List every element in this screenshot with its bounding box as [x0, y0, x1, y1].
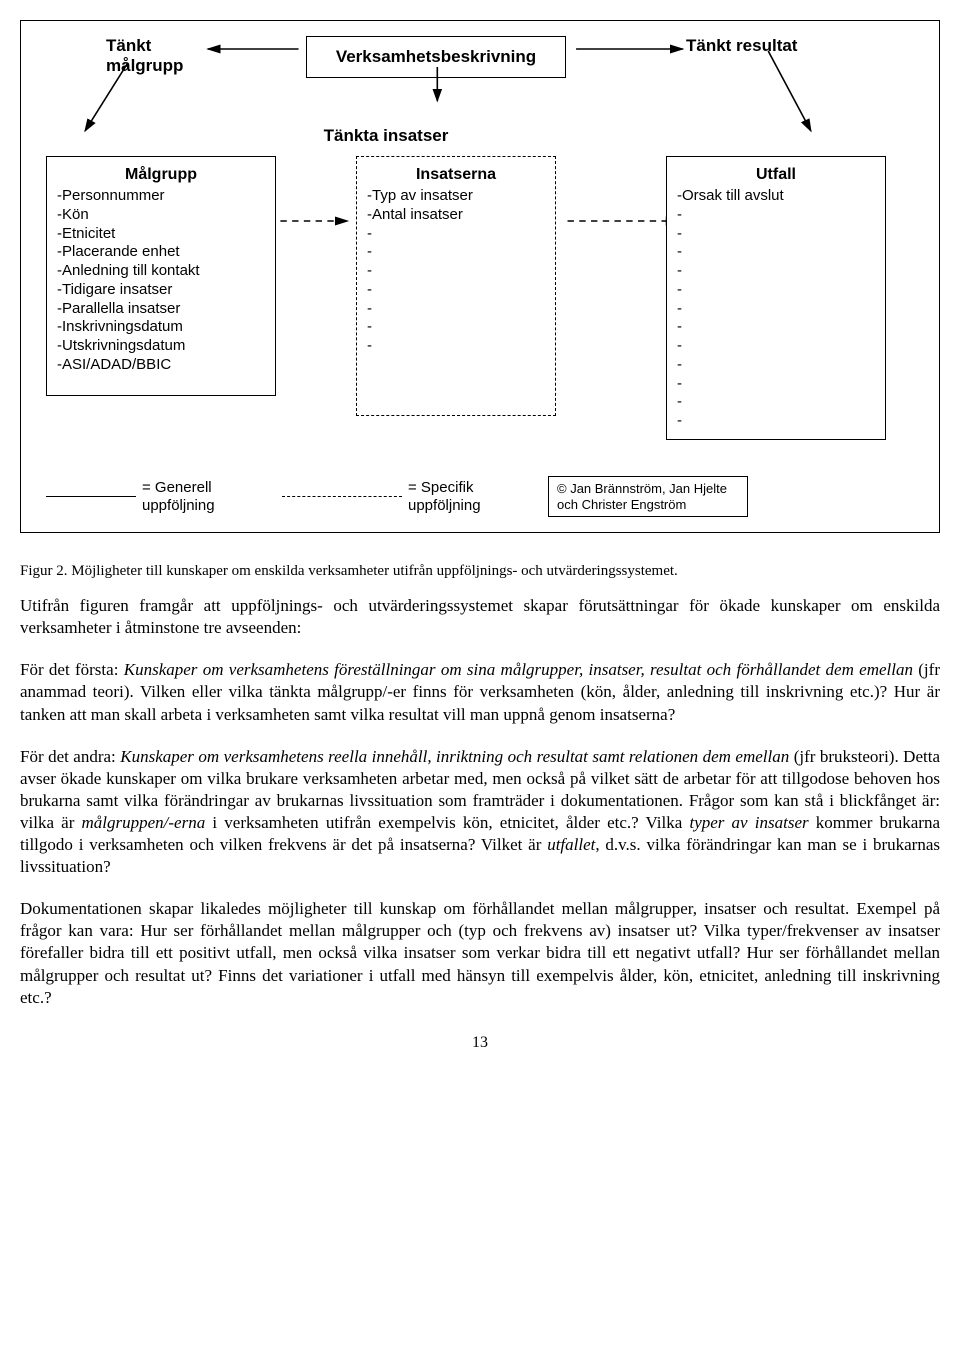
list-item: -	[367, 281, 545, 300]
copyright-box: © Jan Brännström, Jan Hjelte och Christe…	[548, 476, 748, 517]
list-item: -Kön	[57, 206, 265, 225]
list-item: -Utskrivningsdatum	[57, 337, 265, 356]
para-3: För det andra: Kunskaper om verksamheten…	[20, 746, 940, 879]
box-malgrupp-title: Målgrupp	[57, 165, 265, 185]
box-utfall: Utfall -Orsak till avslut------------	[666, 156, 886, 440]
legend-solid: = Generell uppföljning	[46, 479, 262, 515]
list-item: -Etnicitet	[57, 225, 265, 244]
diagram-frame: Tänkt målgrupp Verksamhetsbeskrivning Tä…	[20, 20, 940, 533]
list-item: -	[677, 375, 875, 394]
list-item: -	[677, 356, 875, 375]
para-2: För det första: Kunskaper om verksamhete…	[20, 659, 940, 725]
list-item: -	[367, 318, 545, 337]
list-item: -ASI/ADAD/BBIC	[57, 356, 265, 375]
list-item: -	[367, 300, 545, 319]
para-4: Dokumentationen skapar likaledes möjligh…	[20, 898, 940, 1008]
box-malgrupp: Målgrupp -Personnummer-Kön-Etnicitet-Pla…	[46, 156, 276, 396]
top-right-label: Tänkt resultat	[686, 36, 797, 56]
list-item: -Parallella insatser	[57, 300, 265, 319]
list-item: -Anledning till kontakt	[57, 262, 265, 281]
list-item: -Inskrivningsdatum	[57, 318, 265, 337]
box-utfall-title: Utfall	[677, 165, 875, 185]
legend-row: = Generell uppföljning = Specifik uppföl…	[46, 476, 914, 517]
list-item: -Personnummer	[57, 187, 265, 206]
list-item: -Typ av insatser	[367, 187, 545, 206]
list-item: -Orsak till avslut	[677, 187, 875, 206]
box-malgrupp-items: -Personnummer-Kön-Etnicitet-Placerande e…	[57, 187, 265, 375]
body-text: Utifrån figuren framgår att uppföljnings…	[20, 595, 940, 1009]
box-utfall-items: -Orsak till avslut------------	[677, 187, 875, 431]
copyright-text: © Jan Brännström, Jan Hjelte och Christe…	[557, 481, 727, 512]
legend-dashed-label: = Specifik uppföljning	[408, 479, 528, 515]
list-item: -	[677, 300, 875, 319]
top-left-label: Tänkt målgrupp	[106, 36, 183, 77]
box-insatserna-items: -Typ av insatser-Antal insatser-------	[367, 187, 545, 356]
list-item: -	[677, 393, 875, 412]
list-item: -	[367, 337, 545, 356]
list-item: -	[367, 225, 545, 244]
legend-solid-label: = Generell uppföljning	[142, 479, 262, 515]
list-item: -	[367, 243, 545, 262]
box-insatserna: Insatserna -Typ av insatser-Antal insats…	[356, 156, 556, 416]
list-item: -Antal insatser	[367, 206, 545, 225]
list-item: -	[677, 281, 875, 300]
box-insatserna-title: Insatserna	[367, 165, 545, 185]
legend-dashed: = Specifik uppföljning	[282, 479, 528, 515]
list-item: -Tidigare insatser	[57, 281, 265, 300]
list-item: -	[367, 262, 545, 281]
solid-line-icon	[46, 496, 136, 497]
list-item: -	[677, 412, 875, 431]
para-1: Utifrån figuren framgår att uppföljnings…	[20, 595, 940, 639]
list-item: -	[677, 243, 875, 262]
dashed-line-icon	[282, 496, 402, 497]
list-item: -	[677, 337, 875, 356]
list-item: -Placerande enhet	[57, 243, 265, 262]
top-center-box: Verksamhetsbeskrivning	[306, 36, 566, 78]
list-item: -	[677, 262, 875, 281]
list-item: -	[677, 225, 875, 244]
page-number: 13	[20, 1034, 940, 1052]
sub-heading: Tänkta insatser	[236, 126, 536, 146]
list-item: -	[677, 318, 875, 337]
list-item: -	[677, 206, 875, 225]
figure-caption: Figur 2. Möjligheter till kunskaper om e…	[20, 563, 940, 580]
